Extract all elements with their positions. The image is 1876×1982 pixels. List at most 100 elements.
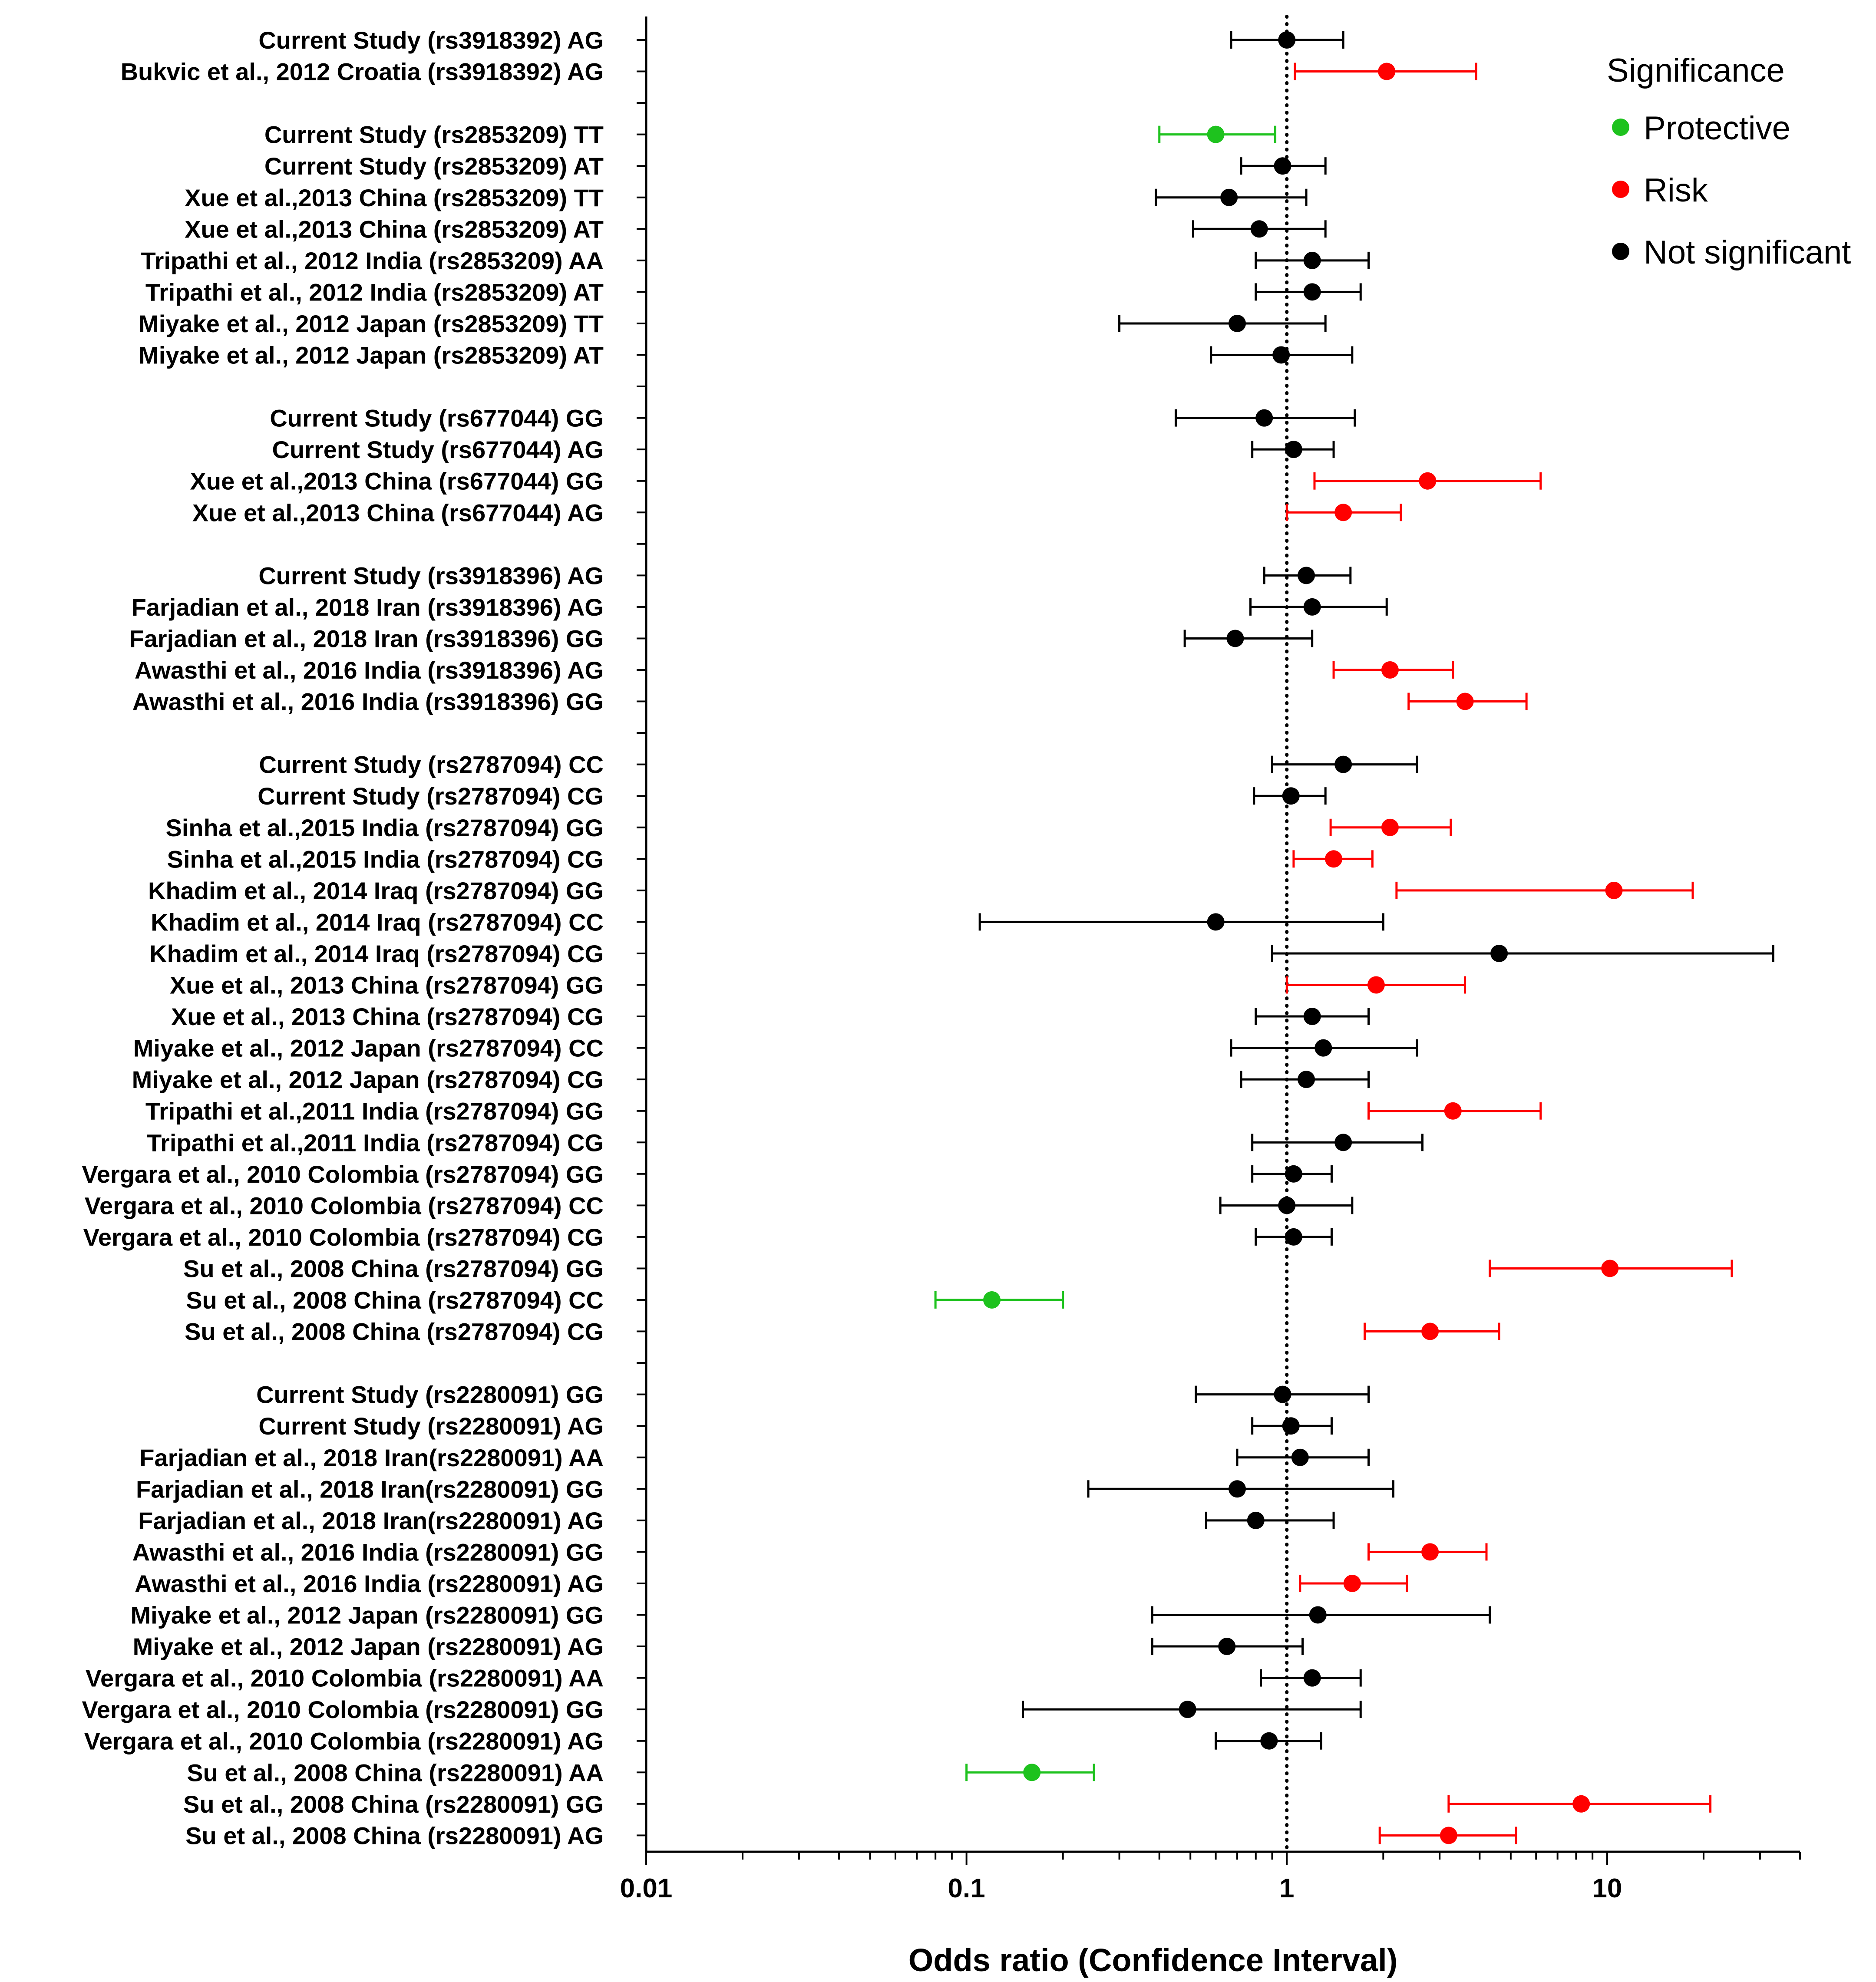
legend-marker: [1612, 119, 1629, 136]
forest-row: Farjadian et al., 2018 Iran (rs3918396) …: [129, 625, 1314, 652]
row-label: Miyake et al., 2012 Japan (rs2787094) CG: [132, 1066, 604, 1093]
forest-row: Awasthi et al., 2016 India (rs2280091) G…: [132, 1538, 1488, 1566]
row-label: Su et al., 2008 China (rs2280091) AG: [185, 1822, 604, 1849]
row-label: Current Study (rs2787094) CC: [259, 751, 604, 778]
odds-ratio-point: [983, 1291, 1001, 1309]
odds-ratio-point: [1605, 881, 1623, 899]
row-label: Miyake et al., 2012 Japan (rs2280091) GG: [130, 1602, 604, 1629]
odds-ratio-point: [1444, 1102, 1462, 1120]
row-label: Vergara et al., 2010 Colombia (rs2280091…: [86, 1665, 604, 1692]
odds-ratio-point: [1250, 220, 1268, 238]
legend-marker: [1612, 181, 1629, 198]
row-label: Xue et al., 2013 China (rs2787094) GG: [170, 972, 604, 999]
row-label: Farjadian et al., 2018 Iran (rs3918396) …: [132, 594, 604, 621]
forest-row: Sinha et al.,2015 India (rs2787094) CG: [167, 845, 1374, 873]
forest-row: Farjadian et al., 2018 Iran(rs2280091) G…: [136, 1475, 1394, 1503]
forest-row: Awasthi et al., 2016 India (rs3918396) G…: [132, 688, 1528, 716]
row-label: Current Study (rs3918396) AG: [258, 562, 604, 589]
forest-row: Xue et al.,2013 China (rs2853209) AT: [185, 215, 1327, 243]
odds-ratio-point: [1207, 125, 1225, 143]
row-label: Su et al., 2008 China (rs2280091) AA: [187, 1759, 604, 1786]
forest-row: Vergara et al., 2010 Colombia (rs2787094…: [83, 1223, 1333, 1251]
legend-label: Not significant: [1644, 234, 1851, 271]
odds-ratio-point: [1303, 251, 1321, 269]
row-label: Vergara et al., 2010 Colombia (rs2280091…: [84, 1728, 604, 1755]
forest-row: Miyake et al., 2012 Japan (rs2787094) CG: [132, 1066, 1370, 1093]
legend-marker: [1612, 243, 1629, 260]
odds-ratio-point: [1325, 850, 1343, 868]
forest-row: Awasthi et al., 2016 India (rs3918396) A…: [135, 656, 1454, 684]
forest-row: Su et al., 2008 China (rs2280091) AG: [185, 1822, 1517, 1849]
row-label: Xue et al.,2013 China (rs2853209) TT: [185, 184, 604, 211]
row-label: Current Study (rs2853209) AT: [264, 152, 604, 180]
row-label: Awasthi et al., 2016 India (rs2280091) A…: [135, 1570, 604, 1597]
row-label: Xue et al.,2013 China (rs2853209) AT: [185, 215, 604, 243]
row-label: Current Study (rs677044) GG: [270, 405, 604, 432]
row-label: Current Study (rs3918392) AG: [258, 26, 604, 54]
row-label: Farjadian et al., 2018 Iran (rs3918396) …: [129, 625, 604, 652]
legend-label: Protective: [1644, 110, 1790, 147]
forest-row: Miyake et al., 2012 Japan (rs2853209) TT: [139, 310, 1327, 337]
legend-label: Risk: [1644, 172, 1708, 209]
x-tick-label: 0.01: [620, 1873, 673, 1903]
odds-ratio-point: [1298, 567, 1315, 584]
odds-ratio-point: [1291, 1448, 1309, 1466]
odds-ratio-point: [1572, 1795, 1590, 1813]
forest-row: Vergara et al., 2010 Colombia (rs2787094…: [85, 1192, 1354, 1219]
row-label: Su et al., 2008 China (rs2280091) GG: [183, 1791, 604, 1818]
row-label: Current Study (rs2787094) CG: [258, 782, 604, 810]
odds-ratio-point: [1378, 63, 1396, 80]
odds-ratio-point: [1334, 1134, 1352, 1151]
forest-row: Current Study (rs3918396) AG: [258, 562, 1352, 589]
odds-ratio-point: [1490, 944, 1508, 962]
forest-row: Miyake et al., 2012 Japan (rs2280091) AG: [133, 1633, 1304, 1660]
forest-row: Khadim et al., 2014 Iraq (rs2787094) GG: [148, 877, 1694, 904]
row-label: Tripathi et al.,2011 India (rs2787094) C…: [147, 1129, 604, 1156]
odds-ratio-point: [1274, 157, 1291, 175]
forest-row: Su et al., 2008 China (rs2787094) GG: [183, 1255, 1733, 1282]
odds-ratio-point: [1381, 818, 1399, 836]
row-label: Su et al., 2008 China (rs2787094) CG: [185, 1318, 604, 1346]
odds-ratio-point: [1601, 1260, 1619, 1277]
forest-row: Current Study (rs677044) AG: [272, 436, 1335, 463]
odds-ratio-point: [1274, 1385, 1291, 1403]
row-label: Vergara et al., 2010 Colombia (rs2787094…: [85, 1192, 604, 1219]
odds-ratio-point: [1220, 188, 1238, 206]
row-label: Awasthi et al., 2016 India (rs3918396) G…: [132, 688, 604, 716]
row-label: Bukvic et al., 2012 Croatia (rs3918392) …: [121, 58, 604, 86]
forest-row: Khadim et al., 2014 Iraq (rs2787094) CG: [149, 940, 1774, 967]
forest-row: Vergara et al., 2010 Colombia (rs2787094…: [82, 1161, 1333, 1188]
odds-ratio-point: [1207, 913, 1225, 931]
odds-ratio-point: [1282, 787, 1300, 805]
forest-row: Xue et al.,2013 China (rs677044) GG: [190, 468, 1542, 495]
forest-row: Bukvic et al., 2012 Croatia (rs3918392) …: [121, 58, 1477, 86]
row-label: Miyake et al., 2012 Japan (rs2787094) CC: [133, 1035, 604, 1062]
odds-ratio-point: [1367, 976, 1385, 994]
row-label: Su et al., 2008 China (rs2787094) GG: [183, 1255, 604, 1282]
forest-row: Awasthi et al., 2016 India (rs2280091) A…: [135, 1570, 1408, 1597]
odds-ratio-point: [1421, 1322, 1439, 1340]
forest-row: Current Study (rs2853209) TT: [264, 121, 1277, 148]
odds-ratio-point: [1247, 1511, 1265, 1529]
legend-entry: Not significant: [1612, 234, 1851, 271]
odds-ratio-point: [1334, 755, 1352, 773]
odds-ratio-point: [1179, 1701, 1196, 1718]
odds-ratio-point: [1218, 1638, 1236, 1656]
odds-ratio-point: [1229, 1480, 1246, 1498]
row-label: Farjadian et al., 2018 Iran(rs2280091) A…: [139, 1444, 604, 1471]
x-axis: 0.01 0.1 1 10: [620, 16, 1801, 1903]
row-label: Su et al., 2008 China (rs2787094) CC: [186, 1286, 604, 1314]
odds-ratio-point: [1285, 1165, 1302, 1183]
forest-row: Khadim et al., 2014 Iraq (rs2787094) CC: [151, 908, 1384, 936]
odds-ratio-point: [1303, 598, 1321, 616]
forest-row: Su et al., 2008 China (rs2787094) CC: [186, 1286, 1064, 1314]
odds-ratio-point: [1315, 1039, 1332, 1057]
forest-row: Xue et al., 2013 China (rs2787094) GG: [170, 972, 1466, 999]
legend-entry: Risk: [1612, 172, 1708, 209]
row-label: Current Study (rs2280091) AG: [258, 1412, 604, 1440]
odds-ratio-point: [1440, 1827, 1457, 1844]
legend-entry: Protective: [1612, 110, 1790, 147]
row-label: Farjadian et al., 2018 Iran(rs2280091) A…: [138, 1507, 604, 1534]
forest-row: Miyake et al., 2012 Japan (rs2787094) CC: [133, 1035, 1418, 1062]
legend: Protective Risk Not significant: [1612, 110, 1851, 271]
